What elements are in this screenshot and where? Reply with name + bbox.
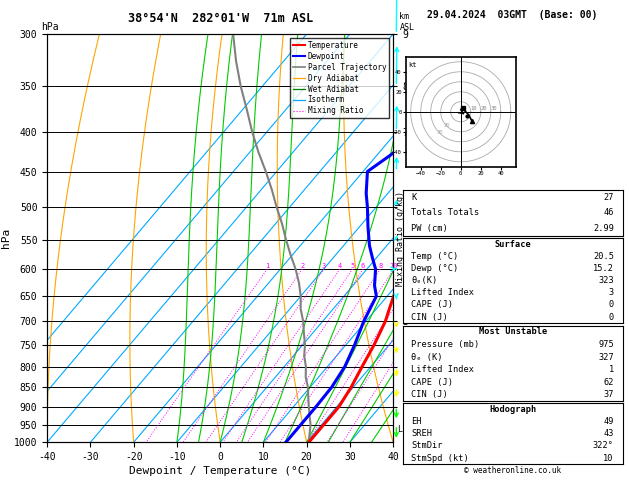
Text: Pressure (mb): Pressure (mb) <box>411 340 480 349</box>
Text: θₑ(K): θₑ(K) <box>411 276 438 285</box>
Text: 20: 20 <box>481 106 487 111</box>
Text: 43: 43 <box>603 429 614 438</box>
Text: 322°: 322° <box>593 441 614 451</box>
Text: K: K <box>411 193 416 202</box>
Text: 29.04.2024  03GMT  (Base: 00): 29.04.2024 03GMT (Base: 00) <box>428 10 598 20</box>
Text: 38°54'N  282°01'W  71m ASL: 38°54'N 282°01'W 71m ASL <box>128 12 313 25</box>
Text: StmDir: StmDir <box>411 441 443 451</box>
Text: Hodograph: Hodograph <box>489 405 537 414</box>
Text: 62: 62 <box>603 378 614 387</box>
Text: Dewp (°C): Dewp (°C) <box>411 264 459 273</box>
Text: Surface: Surface <box>494 240 531 249</box>
Text: Totals Totals: Totals Totals <box>411 208 480 217</box>
Text: 5: 5 <box>350 263 355 269</box>
Text: 323: 323 <box>598 276 614 285</box>
Text: Most Unstable: Most Unstable <box>479 328 547 336</box>
Text: 0: 0 <box>609 300 614 310</box>
Text: hPa: hPa <box>41 21 58 32</box>
Text: 975: 975 <box>598 340 614 349</box>
Text: 3: 3 <box>322 263 326 269</box>
Text: 327: 327 <box>598 352 614 362</box>
Text: 10: 10 <box>603 453 614 463</box>
Text: 20: 20 <box>434 263 442 269</box>
Text: 3: 3 <box>609 288 614 297</box>
Text: SREH: SREH <box>411 429 432 438</box>
Text: 2.99: 2.99 <box>593 224 614 232</box>
Text: 1: 1 <box>609 365 614 374</box>
Text: PW (cm): PW (cm) <box>411 224 448 232</box>
Text: 25: 25 <box>448 263 457 269</box>
Text: θₑ (K): θₑ (K) <box>411 352 443 362</box>
Text: 49: 49 <box>603 417 614 426</box>
Text: 10: 10 <box>470 106 477 111</box>
Legend: Temperature, Dewpoint, Parcel Trajectory, Dry Adiabat, Wet Adiabat, Isotherm, Mi: Temperature, Dewpoint, Parcel Trajectory… <box>290 38 389 119</box>
Text: CAPE (J): CAPE (J) <box>411 300 454 310</box>
Text: © weatheronline.co.uk: © weatheronline.co.uk <box>464 466 561 475</box>
Text: CIN (J): CIN (J) <box>411 390 448 399</box>
Text: 10: 10 <box>389 263 398 269</box>
X-axis label: Dewpoint / Temperature (°C): Dewpoint / Temperature (°C) <box>129 466 311 476</box>
Text: 8: 8 <box>378 263 382 269</box>
Text: 15: 15 <box>415 263 423 269</box>
Text: 6: 6 <box>361 263 365 269</box>
Y-axis label: km
ASL: km ASL <box>416 227 433 249</box>
Text: Temp (°C): Temp (°C) <box>411 252 459 261</box>
Text: 30: 30 <box>437 130 443 135</box>
Text: 20.5: 20.5 <box>593 252 614 261</box>
Text: 30: 30 <box>491 106 498 111</box>
Text: LCL: LCL <box>393 425 413 434</box>
Text: Mixing Ratio (g/kg): Mixing Ratio (g/kg) <box>396 191 405 286</box>
Text: Lifted Index: Lifted Index <box>411 288 474 297</box>
Text: 1: 1 <box>265 263 269 269</box>
Text: 0: 0 <box>609 312 614 322</box>
Text: 37: 37 <box>603 390 614 399</box>
Text: 20: 20 <box>443 123 450 128</box>
Text: 46: 46 <box>603 208 614 217</box>
Text: CIN (J): CIN (J) <box>411 312 448 322</box>
Text: CAPE (J): CAPE (J) <box>411 378 454 387</box>
Text: 2: 2 <box>300 263 304 269</box>
Y-axis label: hPa: hPa <box>1 228 11 248</box>
Text: EH: EH <box>411 417 422 426</box>
Text: km
ASL: km ASL <box>399 12 415 32</box>
Text: 27: 27 <box>603 193 614 202</box>
Text: StmSpd (kt): StmSpd (kt) <box>411 453 469 463</box>
Text: kt: kt <box>409 62 417 68</box>
Text: 4: 4 <box>338 263 342 269</box>
Text: 15.2: 15.2 <box>593 264 614 273</box>
Text: Lifted Index: Lifted Index <box>411 365 474 374</box>
